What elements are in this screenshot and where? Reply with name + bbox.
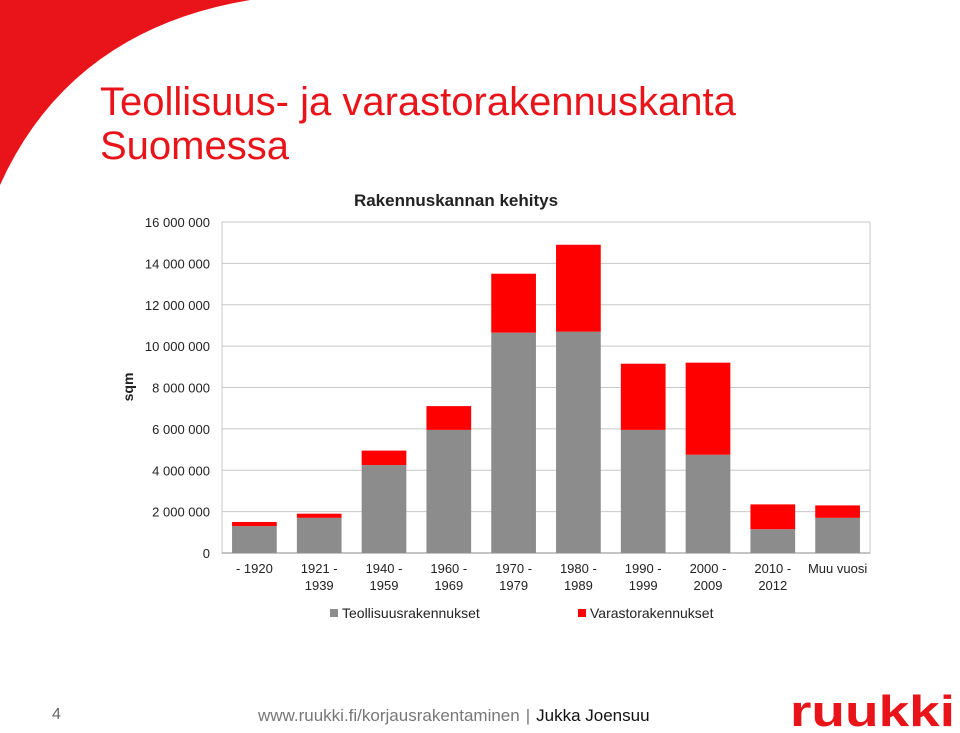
- footer-author: Jukka Joensuu: [536, 706, 650, 725]
- bar-industrial: [361, 465, 407, 553]
- slide-title-line-1: Teollisuus- ja varastorakennuskanta: [100, 80, 736, 124]
- y-tick-label: 0: [203, 546, 210, 561]
- legend-label: Teollisuusrakennukset: [342, 605, 480, 621]
- x-tick-label: 2010 - 2012: [754, 561, 791, 593]
- bar-industrial: [296, 517, 342, 553]
- slide-title-line-2: Suomessa: [100, 124, 289, 168]
- x-tick-label-line: 2000 -: [690, 561, 727, 576]
- bar-warehouse: [426, 406, 472, 430]
- y-tick-label: 6 000 000: [152, 422, 210, 437]
- bar-warehouse: [750, 504, 796, 530]
- x-tick-label-line: 1939: [305, 578, 334, 593]
- chart-title: Rakennuskannan kehitys: [354, 191, 558, 210]
- legend-swatch: [330, 609, 338, 617]
- x-tick-label-line: 1940 -: [366, 561, 403, 576]
- bar-chart: Rakennuskannan kehitys sqm 0 2 000 000 4 000…: [120, 191, 871, 621]
- x-tick-label-line: 2010 -: [754, 561, 791, 576]
- x-tick-label-line: 1970 -: [495, 561, 532, 576]
- footer-line: www.ruukki.fi/korjausrakentaminen | Jukka …: [258, 706, 650, 726]
- x-tick-label-line: 1960 -: [430, 561, 467, 576]
- bar-industrial: [815, 517, 860, 553]
- bar-warehouse: [815, 505, 860, 518]
- svg-text:ruukki: ruukki: [790, 690, 955, 730]
- x-tick-label-line: 1921 -: [301, 561, 338, 576]
- x-tick-label-line: 2009: [694, 578, 723, 593]
- ruukki-logo: ruukki: [790, 690, 955, 730]
- bar-warehouse: [296, 513, 342, 518]
- x-tick-label-line: 1990 -: [625, 561, 662, 576]
- y-tick-label: 2 000 000: [152, 505, 210, 520]
- x-tick-label-line: 1989: [564, 578, 593, 593]
- y-tick-label: 14 000 000: [145, 256, 210, 271]
- bar-warehouse: [491, 273, 536, 333]
- x-tick-label: 1960 - 1969: [430, 561, 467, 593]
- x-tick-label: 1970 - 1979: [495, 561, 532, 593]
- y-tick-label: 8 000 000: [152, 381, 210, 396]
- slide-title: Teollisuus- ja varastorakennuskanta Suom…: [100, 80, 736, 168]
- x-tick-label-line: - 1920: [236, 561, 273, 576]
- x-tick-label: 1921 - 1939: [301, 561, 338, 593]
- bar-industrial: [426, 429, 472, 553]
- page-number: 4: [52, 706, 61, 723]
- x-tick-label-line: 1959: [370, 578, 399, 593]
- legend-label: Varastorakennukset: [590, 605, 714, 621]
- y-axis-label: sqm: [120, 373, 136, 402]
- bar-industrial: [232, 526, 277, 553]
- y-tick-label: 4 000 000: [152, 463, 210, 478]
- x-tick-label-line: 1979: [499, 578, 528, 593]
- x-tick-label-line: 2012: [758, 578, 787, 593]
- bar-warehouse: [232, 521, 277, 527]
- bar-warehouse: [361, 450, 407, 466]
- x-tick-label: 2000 - 2009: [690, 561, 727, 593]
- bar-warehouse: [556, 244, 601, 332]
- x-tick-label-line: 1969: [434, 578, 463, 593]
- bar-industrial: [491, 332, 536, 553]
- footer-separator: |: [525, 706, 531, 725]
- x-tick-label: 1940 - 1959: [366, 561, 403, 593]
- bar-industrial: [685, 454, 731, 553]
- legend-swatch: [578, 609, 586, 617]
- footer: 4 www.ruukki.fi/korjausrakentaminen | Jukk…: [0, 706, 960, 733]
- bar-industrial: [750, 529, 796, 553]
- x-tick-label-line: 1999: [629, 578, 658, 593]
- x-tick-label: - 1920: [236, 561, 273, 576]
- bar-industrial: [556, 331, 601, 553]
- x-tick-label-line: Muu vuosi: [808, 561, 867, 576]
- bar-warehouse: [685, 362, 731, 455]
- y-tick-label: 10 000 000: [145, 339, 210, 354]
- bar-warehouse: [620, 363, 666, 430]
- y-tick-label: 12 000 000: [145, 298, 210, 313]
- bar-industrial: [620, 429, 666, 553]
- x-tick-label: 1990 - 1999: [625, 561, 662, 593]
- x-tick-label: Muu vuosi: [808, 561, 867, 576]
- x-tick-label-line: 1980 -: [560, 561, 597, 576]
- x-tick-label: 1980 - 1989: [560, 561, 597, 593]
- footer-url[interactable]: www.ruukki.fi/korjausrakentaminen: [258, 706, 520, 725]
- y-tick-label: 16 000 000: [145, 215, 210, 230]
- corner-decoration: [0, 0, 250, 185]
